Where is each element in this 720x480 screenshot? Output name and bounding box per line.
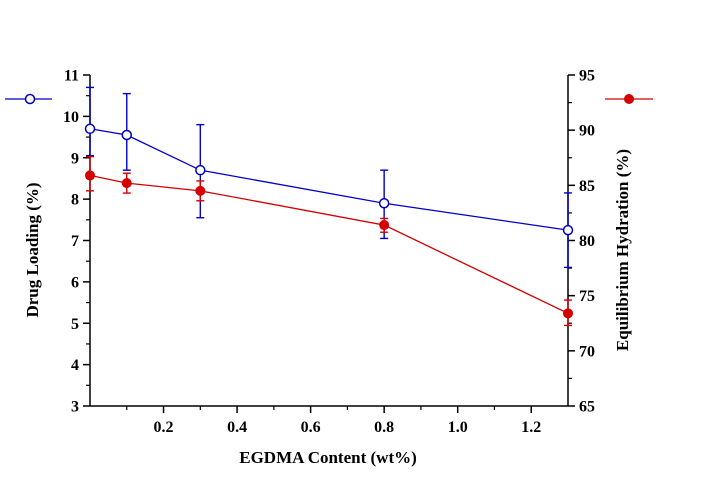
left-axis-tick-label: 9 [71,150,79,167]
left-y-axis-title: Drug Loading (%) [23,182,42,318]
equilibrium-hydration-marker [379,220,390,231]
legend-sample-right-marker [624,94,634,104]
right-axis-tick-label: 95 [579,68,595,85]
right-axis-tick-label: 70 [579,343,595,360]
equilibrium-hydration-marker [121,178,132,189]
right-axis-tick-label: 80 [579,233,595,250]
drug-loading-marker [84,123,96,135]
left-axis-tick-label: 7 [71,233,79,250]
x-axis-title: EGDMA Content (wt%) [239,448,417,467]
x-axis-tick-label: 1.0 [448,419,468,436]
equilibrium-hydration-marker [85,170,95,181]
equilibrium-hydration-marker [195,185,206,196]
legend-sample-left-marker [24,93,36,105]
left-axis-tick-label: 11 [64,68,79,85]
right-y-axis-title: Equilibrium Hydration (%) [613,148,632,352]
x-axis-tick-label: 0.2 [154,419,174,436]
x-axis-tick-label: 0.6 [301,419,321,436]
right-axis-tick-label: 75 [579,288,595,305]
left-axis-tick-label: 5 [71,316,79,333]
left-axis-tick-label: 3 [71,399,79,416]
x-axis-tick-label: 0.8 [374,419,394,436]
equilibrium-hydration-line [89,174,569,314]
equilibrium-hydration-marker [563,308,573,319]
x-axis-tick-label: 0.4 [227,419,247,436]
left-axis-tick-label: 8 [71,192,79,209]
left-axis-tick-label: 4 [71,357,79,374]
drug-loading-marker [562,224,574,236]
drug-loading-marker [195,164,206,176]
left-axis-tick-label: 10 [63,109,79,126]
right-axis-tick-label: 85 [579,178,595,195]
drug-loading-marker [378,198,390,209]
right-axis-tick-label: 65 [579,399,595,416]
drug-loading-marker [121,129,133,141]
right-axis-tick-label: 90 [579,123,595,140]
left-axis-tick-label: 6 [71,274,79,291]
x-axis-tick-label: 1.2 [521,419,541,436]
